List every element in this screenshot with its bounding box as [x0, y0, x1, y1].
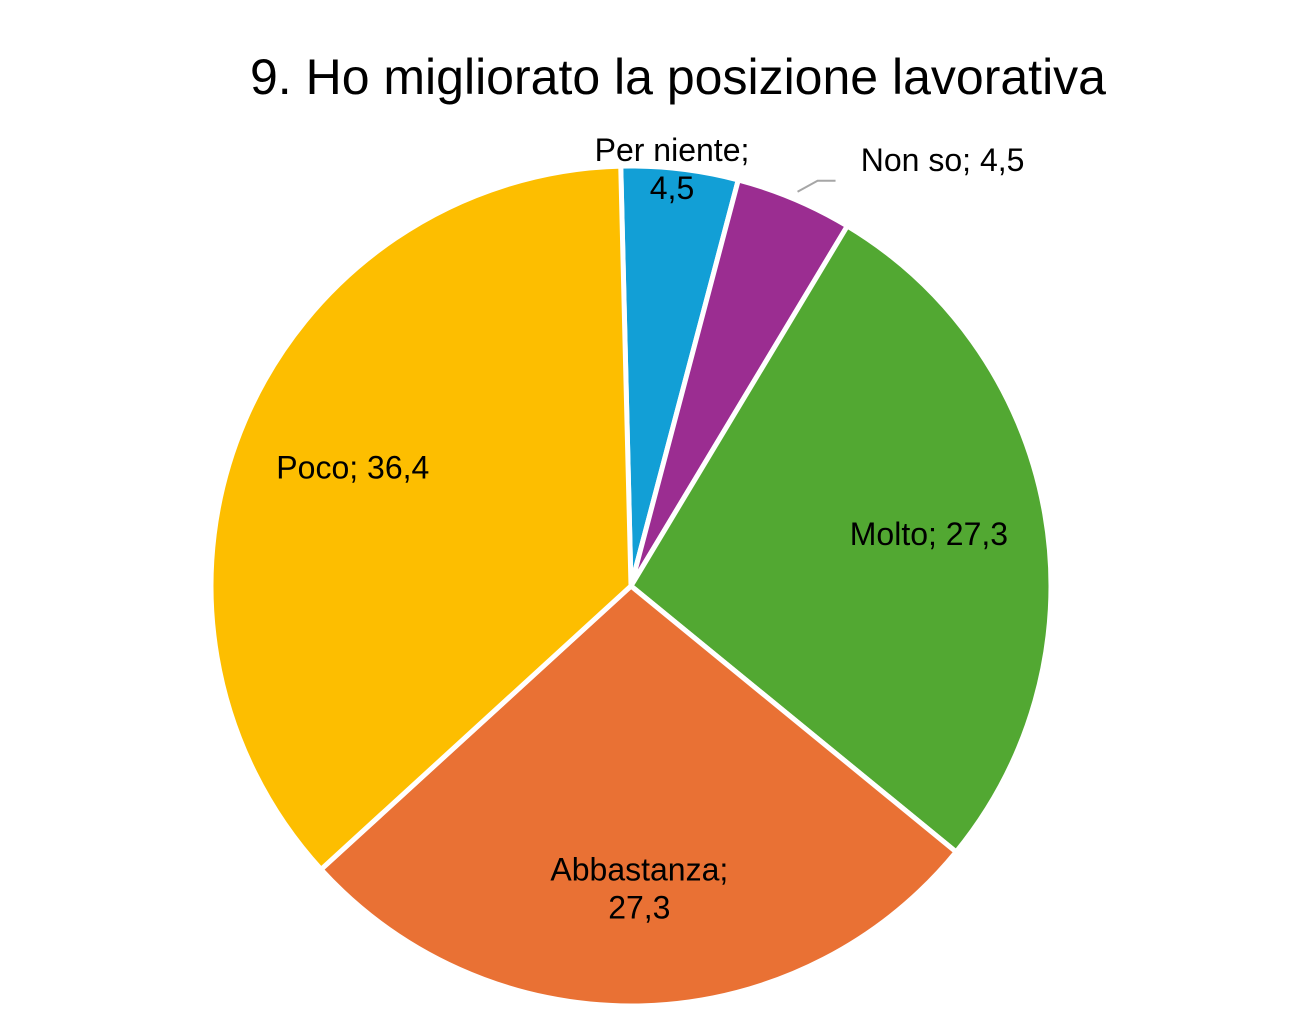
pie-slice-abbastanza [318, 583, 959, 1009]
slice-label-poco: Poco; 36,4 [276, 449, 429, 485]
slice-label-molto: Molto; 27,3 [850, 516, 1008, 552]
pie-slice-molto [628, 223, 1054, 855]
slice-label-per-niente: Per niente; 4,5 [595, 132, 750, 206]
slice-labels: Per niente; 4,5 Non so; 4,5 Molto; 27,3 Abba… [276, 132, 1024, 925]
pie-slice-poco [208, 163, 634, 872]
chart-title: 9. Ho migliorato la posizione lavorativa [250, 49, 1106, 105]
slice-label-abbastanza: Abbastanza; 27,3 [550, 851, 728, 925]
slice-label-non-so: Non so; 4,5 [861, 142, 1025, 178]
leader-lines [797, 179, 836, 193]
pie-slices [208, 163, 1054, 1009]
leader-line-non-so [797, 179, 836, 193]
